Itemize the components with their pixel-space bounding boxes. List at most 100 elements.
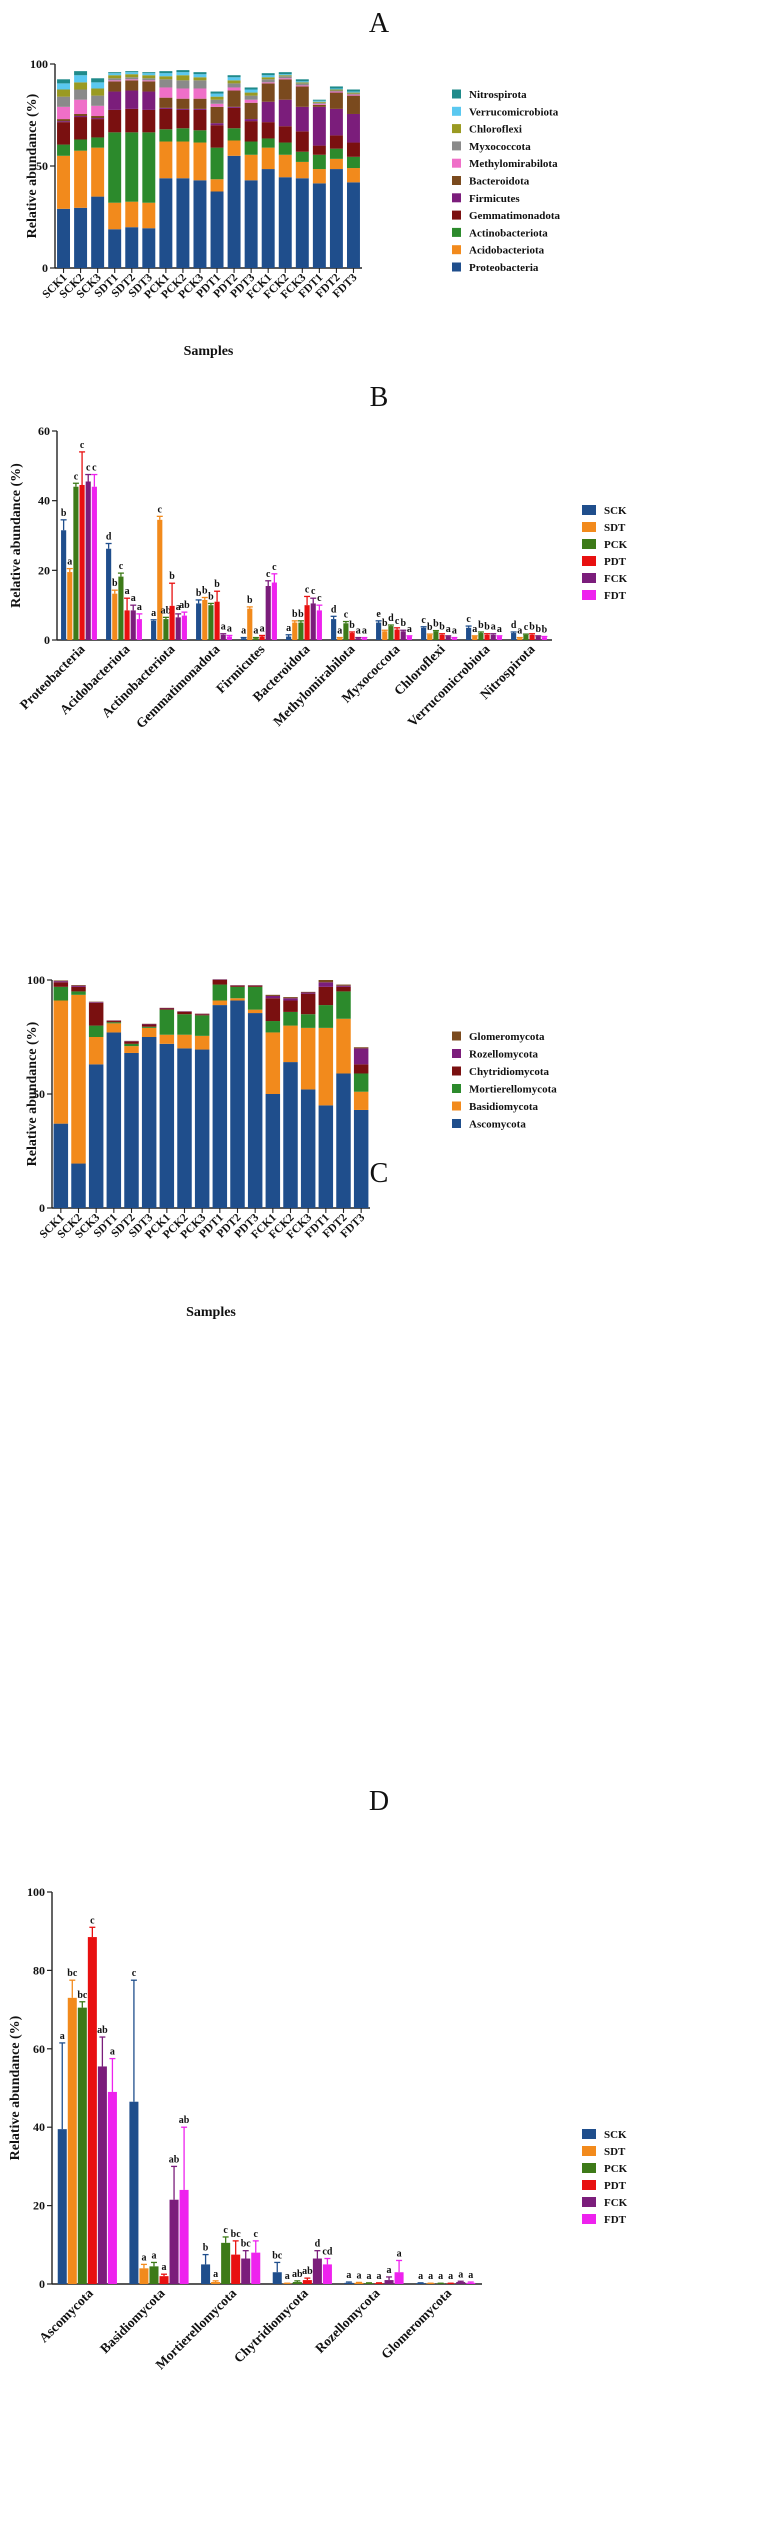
- bar-segment-chloroflexi-fdt1: [312, 101, 326, 103]
- bar-pck-mortierellomycota: [221, 2242, 231, 2284]
- bar-fdt-bacteroidota: [316, 610, 322, 640]
- significance-letter: a: [125, 586, 130, 597]
- bar-segment-nitrospirota-pck2: [176, 70, 190, 73]
- significance-letter: b: [433, 619, 439, 630]
- bar-segment-nitrospirota-pdt1: [210, 91, 224, 94]
- bar-segment-basidiomycota-fck1: [265, 1032, 281, 1094]
- bar-sck-chytridiomycota: [272, 2272, 282, 2284]
- bar-segment-myxococcota-fdt1: [312, 102, 326, 104]
- bar-segment-myxococcota-pck3: [193, 80, 207, 89]
- significance-letter: c: [254, 2229, 259, 2240]
- bar-segment-acidobacteriota-fdt2: [329, 158, 343, 170]
- bar-fdt-myxococcota: [406, 636, 412, 640]
- bar-segment-actinobacteriota-pdt2: [227, 128, 241, 141]
- bar-segment-basidiomycota-fck3: [300, 1027, 316, 1090]
- significance-letter: c: [421, 615, 426, 626]
- bar-segment-bacteroidota-fdt3: [346, 95, 360, 114]
- bar-segment-acidobacteriota-pdt2: [227, 140, 241, 156]
- significance-letter: a: [448, 2271, 453, 2282]
- bar-segment-verrucomicrobiota-sck3: [91, 82, 105, 89]
- x-tick-label: Verrucomicrobiota: [405, 641, 493, 729]
- significance-letter: ab: [97, 2025, 108, 2036]
- bar-segment-proteobacteria-fck1: [261, 169, 275, 268]
- bar-sdt-mortierellomycota: [211, 2282, 221, 2284]
- bar-pdt-bacteroidota: [304, 605, 310, 640]
- bar-pdt-basidiomycota: [159, 2276, 169, 2284]
- significance-letter: a: [356, 626, 361, 637]
- bar-sck-rozellomycota: [344, 2282, 354, 2284]
- bar-sdt-acidobacteriota: [112, 593, 118, 640]
- bar-fck-bacteroidota: [310, 603, 316, 640]
- bar-sck-basidiomycota: [129, 2101, 139, 2284]
- bar-fdt-chloroflexi: [451, 638, 457, 640]
- legend-swatch-sck: [582, 2129, 596, 2139]
- bar-segment-gemmatimonadota-fck2: [278, 126, 292, 143]
- bar-fdt-verrucomicrobiota: [496, 636, 502, 640]
- bar-segment-firmicutes-pck1: [159, 107, 173, 109]
- bar-fdt-basidiomycota: [179, 2189, 189, 2284]
- bar-segment-gemmatimonadota-sdt2: [125, 108, 139, 133]
- bar-fdt-actinobacteriota: [181, 615, 187, 640]
- bar-segment-proteobacteria-fdt2: [329, 169, 343, 268]
- y-tick-label: 100: [27, 973, 45, 987]
- bar-segment-bacteroidota-fdt2: [329, 92, 343, 109]
- bar-segment-myxococcota-fck2: [278, 76, 292, 79]
- legend-swatch-chytridiomycota: [452, 1066, 461, 1076]
- bar-segment-verrucomicrobiota-fdt1: [312, 100, 326, 102]
- legend-label-basidiomycota: Basidiomycota: [469, 1101, 539, 1113]
- legend-label-pck: PCK: [604, 539, 628, 551]
- bar-segment-proteobacteria-fdt3: [346, 182, 360, 268]
- x-tick-label: Basidiomycota: [97, 2285, 168, 2356]
- bar-segment-bacteroidota-pdt3: [244, 102, 258, 120]
- bar-segment-acidobacteriota-sck1: [57, 155, 71, 209]
- significance-letter: b: [439, 622, 445, 633]
- bar-segment-glomeromycota-fdt3: [353, 1047, 369, 1049]
- bar-segment-chytridiomycota-fck3: [300, 993, 316, 1015]
- bar-segment-glomeromycota-fck2: [283, 997, 298, 999]
- bar-segment-methylomirabilota-pdt1: [210, 103, 224, 107]
- legend-swatch-basidiomycota: [452, 1101, 461, 1111]
- bar-segment-chloroflexi-fck3: [295, 82, 309, 84]
- legend-label-pck: PCK: [604, 2163, 628, 2175]
- significance-letter: b: [61, 508, 67, 519]
- bar-segment-chytridiomycota-fdt1: [318, 986, 334, 1006]
- legend-label-pdt: PDT: [604, 2180, 627, 2192]
- bar-segment-basidiomycota-pck1: [159, 1034, 175, 1044]
- significance-letter: a: [517, 626, 522, 637]
- bar-sck-bacteroidota: [286, 636, 292, 640]
- bar-segment-chytridiomycota-pck1: [159, 1008, 175, 1010]
- bar-sdt-proteobacteria: [67, 572, 73, 640]
- bar-segment-basidiomycota-pck2: [177, 1034, 192, 1049]
- x-axis-label: Samples: [186, 1305, 236, 1320]
- bar-segment-gemmatimonadota-sck1: [57, 122, 71, 145]
- bar-segment-firmicutes-sck2: [74, 116, 88, 118]
- bar-segment-chytridiomycota-fdt3: [353, 1064, 369, 1074]
- significance-letter: b: [529, 622, 535, 633]
- significance-letter: c: [311, 586, 316, 597]
- bar-fck-ascomycota: [97, 2066, 107, 2284]
- bar-segment-bacteroidota-fck2: [278, 79, 292, 100]
- significance-letter: b: [203, 2243, 209, 2254]
- bar-segment-chytridiomycota-sdt2: [124, 1041, 139, 1044]
- bar-segment-chloroflexi-pck1: [159, 76, 173, 80]
- bar-segment-acidobacteriota-sck2: [74, 150, 88, 208]
- significance-letter: a: [418, 2271, 423, 2282]
- bar-fck-chloroflexi: [445, 636, 451, 640]
- bar-segment-ascomycota-sdt3: [141, 1037, 157, 1208]
- bar-segment-rozellomycota-sck3: [88, 1002, 104, 1003]
- bar-segment-verrucomicrobiota-pck3: [193, 74, 207, 78]
- legend-label-acidobacteriota: Acidobacteriota: [469, 245, 545, 257]
- bar-segment-basidiomycota-sck2: [71, 994, 86, 1164]
- bar-segment-nitrospirota-sdt3: [142, 72, 156, 74]
- legend-label-actinobacteriota: Actinobacteriota: [469, 227, 548, 239]
- bar-segment-myxococcota-pck2: [176, 80, 190, 89]
- legend-label-firmicutes: Firmicutes: [469, 193, 520, 205]
- bar-sck-methylomirabilota: [331, 619, 337, 640]
- bar-segment-myxococcota-sck3: [91, 95, 105, 106]
- y-axis-label: Relative abundance (%): [25, 1021, 40, 1166]
- significance-letter: c: [158, 504, 163, 515]
- bar-segment-bacteroidota-pck3: [193, 98, 207, 109]
- bar-segment-gemmatimonadota-pdt2: [227, 107, 241, 129]
- bar-segment-gemmatimonadota-pdt1: [210, 125, 224, 148]
